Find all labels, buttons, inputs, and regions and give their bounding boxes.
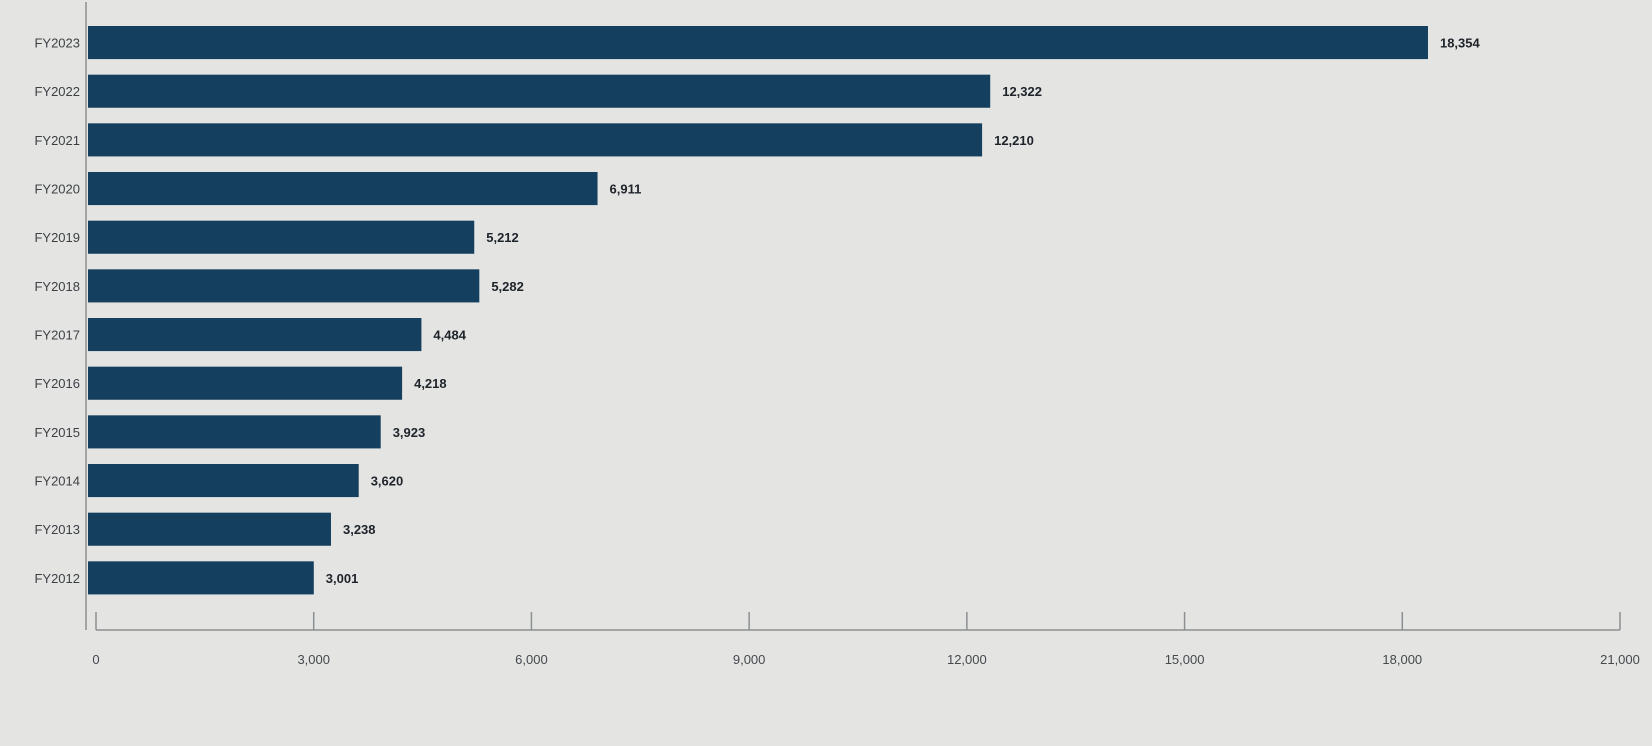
- bar-fy2023: [88, 26, 1428, 60]
- x-tick-label-3000: 3,000: [297, 652, 330, 667]
- value-label-fy2017: 4,484: [433, 328, 466, 343]
- category-label-fy2013: FY2013: [34, 522, 80, 537]
- value-label-fy2023: 18,354: [1440, 36, 1481, 51]
- category-label-fy2019: FY2019: [34, 230, 80, 245]
- category-label-fy2016: FY2016: [34, 376, 80, 391]
- bar-fy2014: [88, 464, 359, 498]
- x-tick-label-21000: 21,000: [1600, 652, 1640, 667]
- x-tick-label-6000: 6,000: [515, 652, 548, 667]
- category-labels: FY2023 FY2022 FY2021 FY2020 FY2019 FY2018 FY20…: [34, 36, 80, 586]
- x-axis: 0 3,000 6,000 9,000 12,000 15,000 18,000 21,000: [85, 2, 1640, 667]
- bar-fy2020: [88, 172, 598, 206]
- bar-fy2012: [88, 561, 314, 595]
- value-label-fy2016: 4,218: [414, 376, 447, 391]
- x-tick-label-15000: 15,000: [1165, 652, 1205, 667]
- category-label-fy2014: FY2014: [34, 474, 80, 489]
- category-label-fy2015: FY2015: [34, 425, 80, 440]
- bar-fy2019: [88, 220, 475, 254]
- value-label-fy2012: 3,001: [326, 571, 359, 586]
- category-label-fy2021: FY2021: [34, 133, 80, 148]
- bar-fy2022: [88, 74, 991, 108]
- category-label-fy2017: FY2017: [34, 328, 80, 343]
- x-tick-label-18000: 18,000: [1382, 652, 1422, 667]
- category-label-fy2018: FY2018: [34, 279, 80, 294]
- value-labels: 18,354 12,322 12,210 6,911 5,212 5,282 4,484 4,…: [326, 36, 1481, 586]
- category-label-fy2023: FY2023: [34, 36, 80, 51]
- value-label-fy2018: 5,282: [491, 279, 524, 294]
- x-tick-label-12000: 12,000: [947, 652, 987, 667]
- category-label-fy2012: FY2012: [34, 571, 80, 586]
- x-tick-label-9000: 9,000: [733, 652, 766, 667]
- bar-fy2021: [88, 123, 983, 157]
- bar-fy2016: [88, 366, 403, 400]
- value-label-fy2019: 5,212: [486, 230, 519, 245]
- bar-fy2015: [88, 415, 381, 449]
- value-label-fy2021: 12,210: [994, 133, 1034, 148]
- value-label-fy2015: 3,923: [393, 425, 426, 440]
- bar-fy2018: [88, 269, 480, 303]
- bars: [88, 26, 1428, 595]
- value-label-fy2014: 3,620: [371, 474, 404, 489]
- category-label-fy2020: FY2020: [34, 182, 80, 197]
- value-label-fy2022: 12,322: [1002, 84, 1042, 99]
- bar-fy2013: [88, 512, 331, 546]
- x-tick-label-0: 0: [92, 652, 99, 667]
- value-label-fy2013: 3,238: [343, 522, 376, 537]
- value-label-fy2020: 6,911: [610, 182, 642, 197]
- bar-fy2017: [88, 318, 422, 352]
- category-label-fy2022: FY2022: [34, 84, 80, 99]
